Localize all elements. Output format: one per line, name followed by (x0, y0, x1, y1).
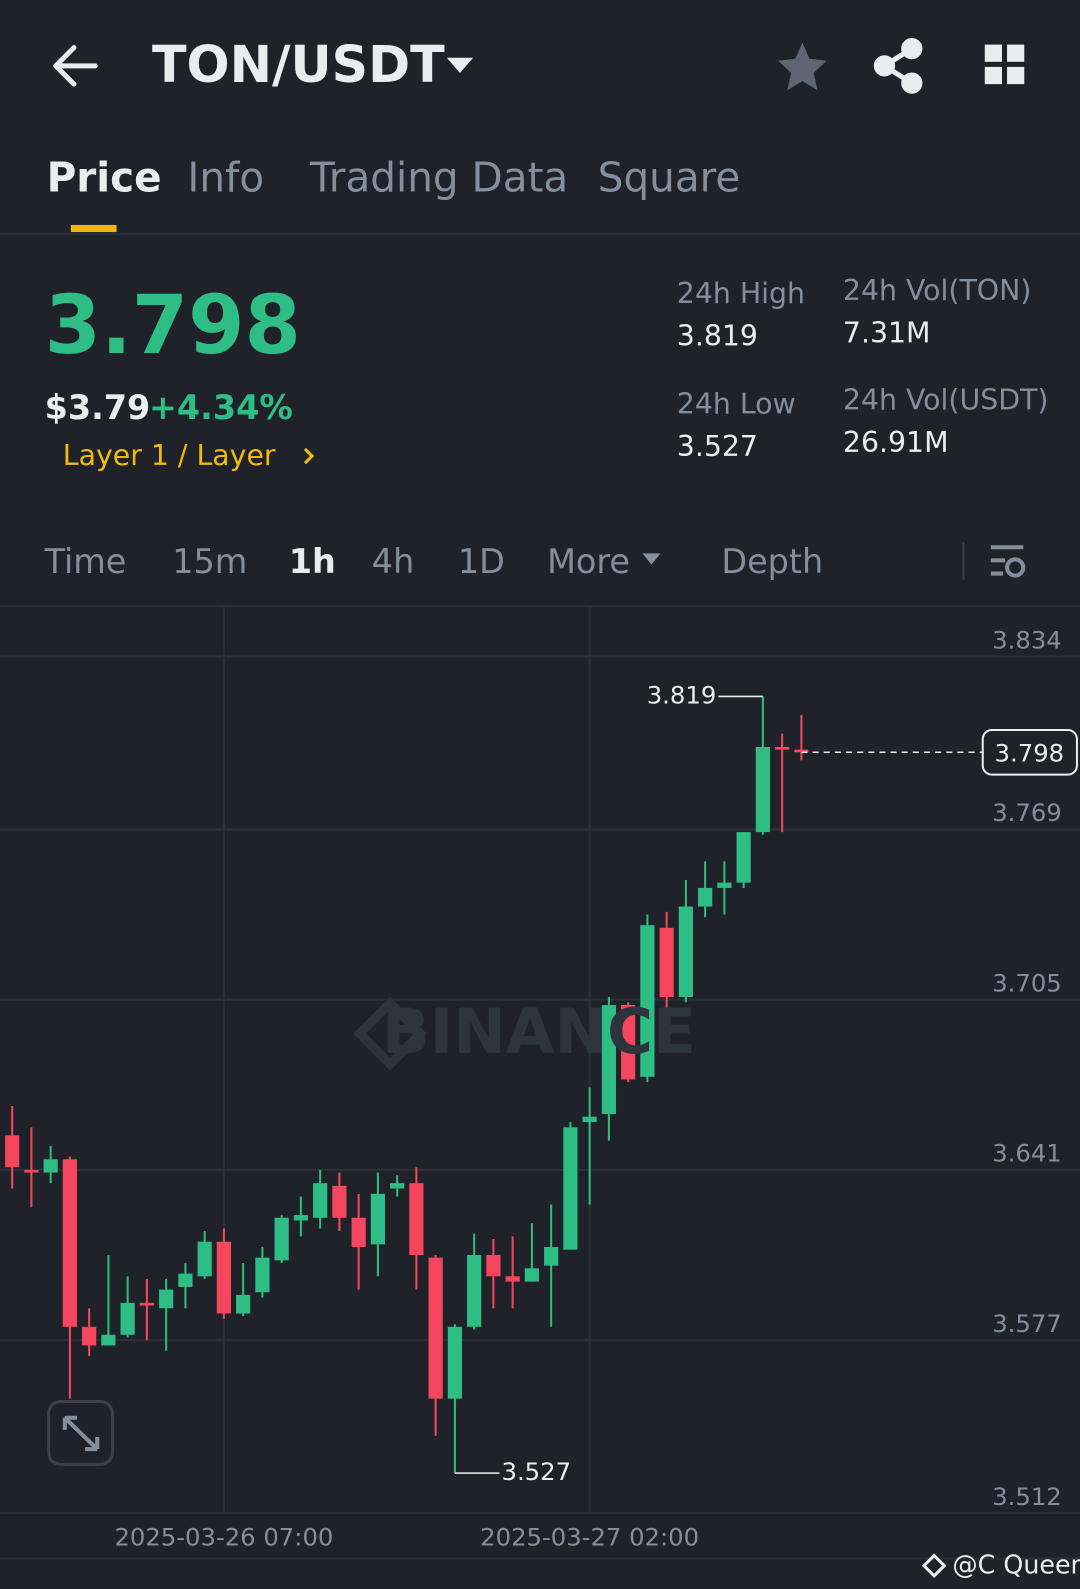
x-tick-label: 2025-03-27 02:00 (480, 1522, 699, 1551)
candle-body (467, 1254, 482, 1327)
candle-body (736, 832, 751, 883)
last-price-label: 3.798 (995, 738, 1065, 767)
candle-body (197, 1241, 212, 1277)
back-button[interactable] (53, 45, 98, 87)
tab[interactable]: Trading Data (309, 153, 568, 201)
last-price-box (981, 728, 1078, 776)
price-change: +4.34% (149, 388, 293, 427)
category-tag[interactable]: Layer 1 / Layer (63, 439, 276, 472)
candle-body (120, 1302, 135, 1335)
candle-body (544, 1247, 559, 1266)
candle-body (255, 1257, 270, 1293)
candle-body (390, 1183, 405, 1189)
candle-body (447, 1326, 462, 1399)
candle-body (236, 1294, 251, 1314)
pair-caret[interactable] (446, 57, 474, 73)
stat-value: 3.819 (677, 319, 758, 352)
stat-label: 24h Low (677, 387, 796, 420)
candle-body (351, 1217, 366, 1248)
plot: 3.512 3.577 3.641 3.705 3.769 3.834 2025-03-26… (0, 606, 1080, 1551)
candle-body (370, 1193, 385, 1245)
tab[interactable]: Info (187, 153, 264, 201)
credit: @C Queen (952, 1550, 1080, 1580)
candle-body (582, 1116, 597, 1123)
candle-body (717, 882, 732, 888)
y-tick-label: 3.834 (992, 625, 1062, 654)
candle-body (216, 1241, 231, 1314)
stat-label: 24h Vol(TON) (843, 274, 1031, 307)
candle-body (43, 1159, 58, 1173)
tab-indicator (70, 224, 117, 233)
interval[interactable]: More (547, 542, 630, 581)
candle-body (5, 1135, 20, 1168)
candle-body (755, 746, 770, 833)
interval[interactable]: 1h (289, 542, 336, 581)
credit-logo (921, 1553, 947, 1578)
tab[interactable]: Price (47, 153, 162, 201)
candle-body (24, 1169, 39, 1173)
candle-body (409, 1183, 424, 1255)
apps-icon[interactable] (984, 44, 1025, 85)
candle-body (505, 1276, 520, 1282)
candle-body (775, 746, 790, 750)
candle-body (332, 1185, 347, 1218)
interval[interactable]: Depth (721, 542, 823, 581)
tab[interactable]: Square (598, 153, 741, 201)
candle-body (139, 1302, 154, 1306)
share-icon[interactable] (873, 38, 923, 94)
stat-value: 26.91M (843, 426, 949, 459)
candle-body (698, 887, 713, 907)
stat-value: 7.31M (843, 316, 931, 349)
candle-body (178, 1273, 193, 1287)
candle-body (601, 1004, 616, 1115)
candle-body (101, 1334, 116, 1346)
candle-body (640, 925, 655, 1077)
chart-settings-icon[interactable] (990, 545, 1026, 578)
candle-body (659, 927, 674, 997)
usd-price: $3.79 (45, 388, 151, 427)
y-tick-label: 3.641 (992, 1139, 1062, 1168)
fullscreen-button[interactable] (47, 1400, 114, 1466)
candle-body (274, 1217, 289, 1261)
candle-body (62, 1159, 77, 1327)
interval[interactable]: 1D (458, 542, 505, 581)
candle-body (621, 1004, 636, 1080)
min-label: 3.527 (502, 1457, 572, 1486)
candle-body (486, 1254, 501, 1277)
tag-chevron[interactable] (303, 447, 315, 465)
y-tick-label: 3.512 (992, 1482, 1062, 1511)
y-tick-label: 3.705 (992, 968, 1062, 997)
x-tick-label: 2025-03-26 07:00 (114, 1522, 333, 1551)
stat-value: 3.527 (677, 430, 758, 463)
max-label: 3.819 (647, 680, 717, 709)
y-tick-label: 3.577 (992, 1309, 1062, 1338)
candle-body (524, 1268, 539, 1282)
stat-label: 24h High (677, 277, 805, 310)
candle-body (678, 906, 693, 997)
candle-body (159, 1289, 174, 1309)
y-tick-label: 3.769 (992, 798, 1062, 827)
interval[interactable]: 4h (372, 542, 414, 581)
favorite-icon[interactable] (778, 42, 827, 91)
watermark-logo (353, 996, 427, 1071)
pair-title[interactable]: TON/USDT (152, 35, 445, 94)
candle-body (293, 1215, 308, 1221)
candle-body (82, 1326, 97, 1346)
more-caret[interactable] (642, 553, 661, 565)
candle-body (794, 749, 809, 753)
interval[interactable]: Time (44, 542, 127, 581)
candle-body (563, 1127, 578, 1250)
stat-label: 24h Vol(USDT) (843, 383, 1049, 416)
last-price: 3.798 (45, 279, 301, 373)
interval[interactable]: 15m (172, 542, 247, 581)
watermark: BINANCE (382, 995, 696, 1068)
candle-body (428, 1257, 443, 1399)
candle-body (313, 1183, 328, 1218)
